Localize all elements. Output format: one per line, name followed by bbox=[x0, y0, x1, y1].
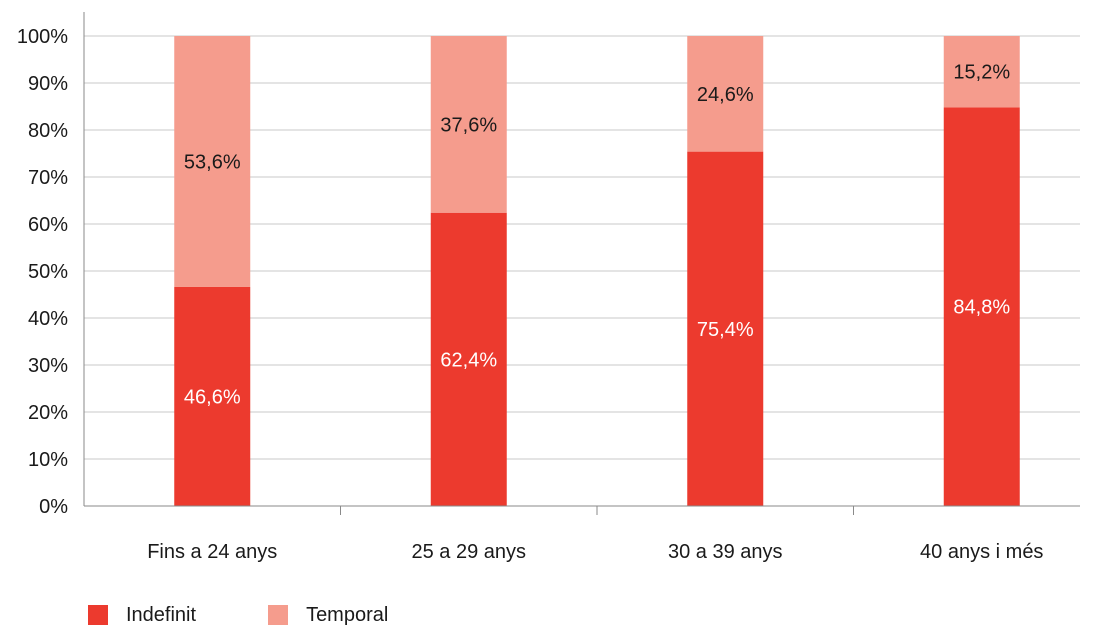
bar-segment-indefinit bbox=[687, 151, 764, 506]
y-tick-label: 80% bbox=[28, 120, 68, 142]
x-tick-label: 30 a 39 anys bbox=[668, 541, 783, 563]
y-tick-label: 10% bbox=[28, 449, 68, 471]
x-tick-label: Fins a 24 anys bbox=[147, 541, 277, 563]
legend-label: Temporal bbox=[306, 604, 389, 626]
bar-segment-temporal bbox=[430, 36, 507, 213]
bar-segment-temporal bbox=[687, 36, 764, 152]
data-label: 24,6% bbox=[697, 84, 754, 106]
bar-segment-indefinit bbox=[174, 286, 251, 506]
y-tick-label: 60% bbox=[28, 214, 68, 236]
bar-segment-indefinit bbox=[943, 107, 1020, 506]
legend-label: Indefinit bbox=[126, 604, 197, 626]
bar-segment-indefinit bbox=[430, 212, 507, 506]
legend-swatch bbox=[268, 605, 289, 625]
bar-segment-temporal bbox=[943, 36, 1020, 108]
stacked-bar-chart: 46,6% 53,6% 62,4% 37,6% 75,4% 24,6% 84,8% 15,2%… bbox=[17, 12, 1080, 563]
y-tick-label: 70% bbox=[28, 167, 68, 189]
x-tick-label: 40 anys i més bbox=[920, 541, 1043, 563]
legend-swatch bbox=[88, 605, 108, 625]
y-tick-label: 50% bbox=[28, 261, 68, 283]
data-label: 84,8% bbox=[953, 297, 1010, 319]
y-tick-label: 100% bbox=[17, 26, 68, 48]
bar-segment-temporal bbox=[174, 36, 251, 287]
y-tick-label: 40% bbox=[28, 308, 68, 330]
y-tick-label: 20% bbox=[28, 402, 68, 424]
data-label: 46,6% bbox=[184, 386, 241, 408]
legend-item: Temporal bbox=[268, 605, 388, 625]
data-label: 75,4% bbox=[697, 319, 754, 341]
y-tick-label: 0% bbox=[39, 496, 68, 518]
data-label: 53,6% bbox=[184, 151, 241, 173]
x-tick-label: 25 a 29 anys bbox=[411, 541, 526, 563]
legend-item: Indefinit bbox=[88, 605, 196, 625]
data-label: 15,2% bbox=[953, 62, 1010, 84]
legend: Indefinit Temporal bbox=[88, 605, 460, 625]
data-label: 62,4% bbox=[440, 349, 497, 371]
y-tick-label: 30% bbox=[28, 355, 68, 377]
y-tick-label: 90% bbox=[28, 73, 68, 95]
data-label: 37,6% bbox=[440, 114, 497, 136]
